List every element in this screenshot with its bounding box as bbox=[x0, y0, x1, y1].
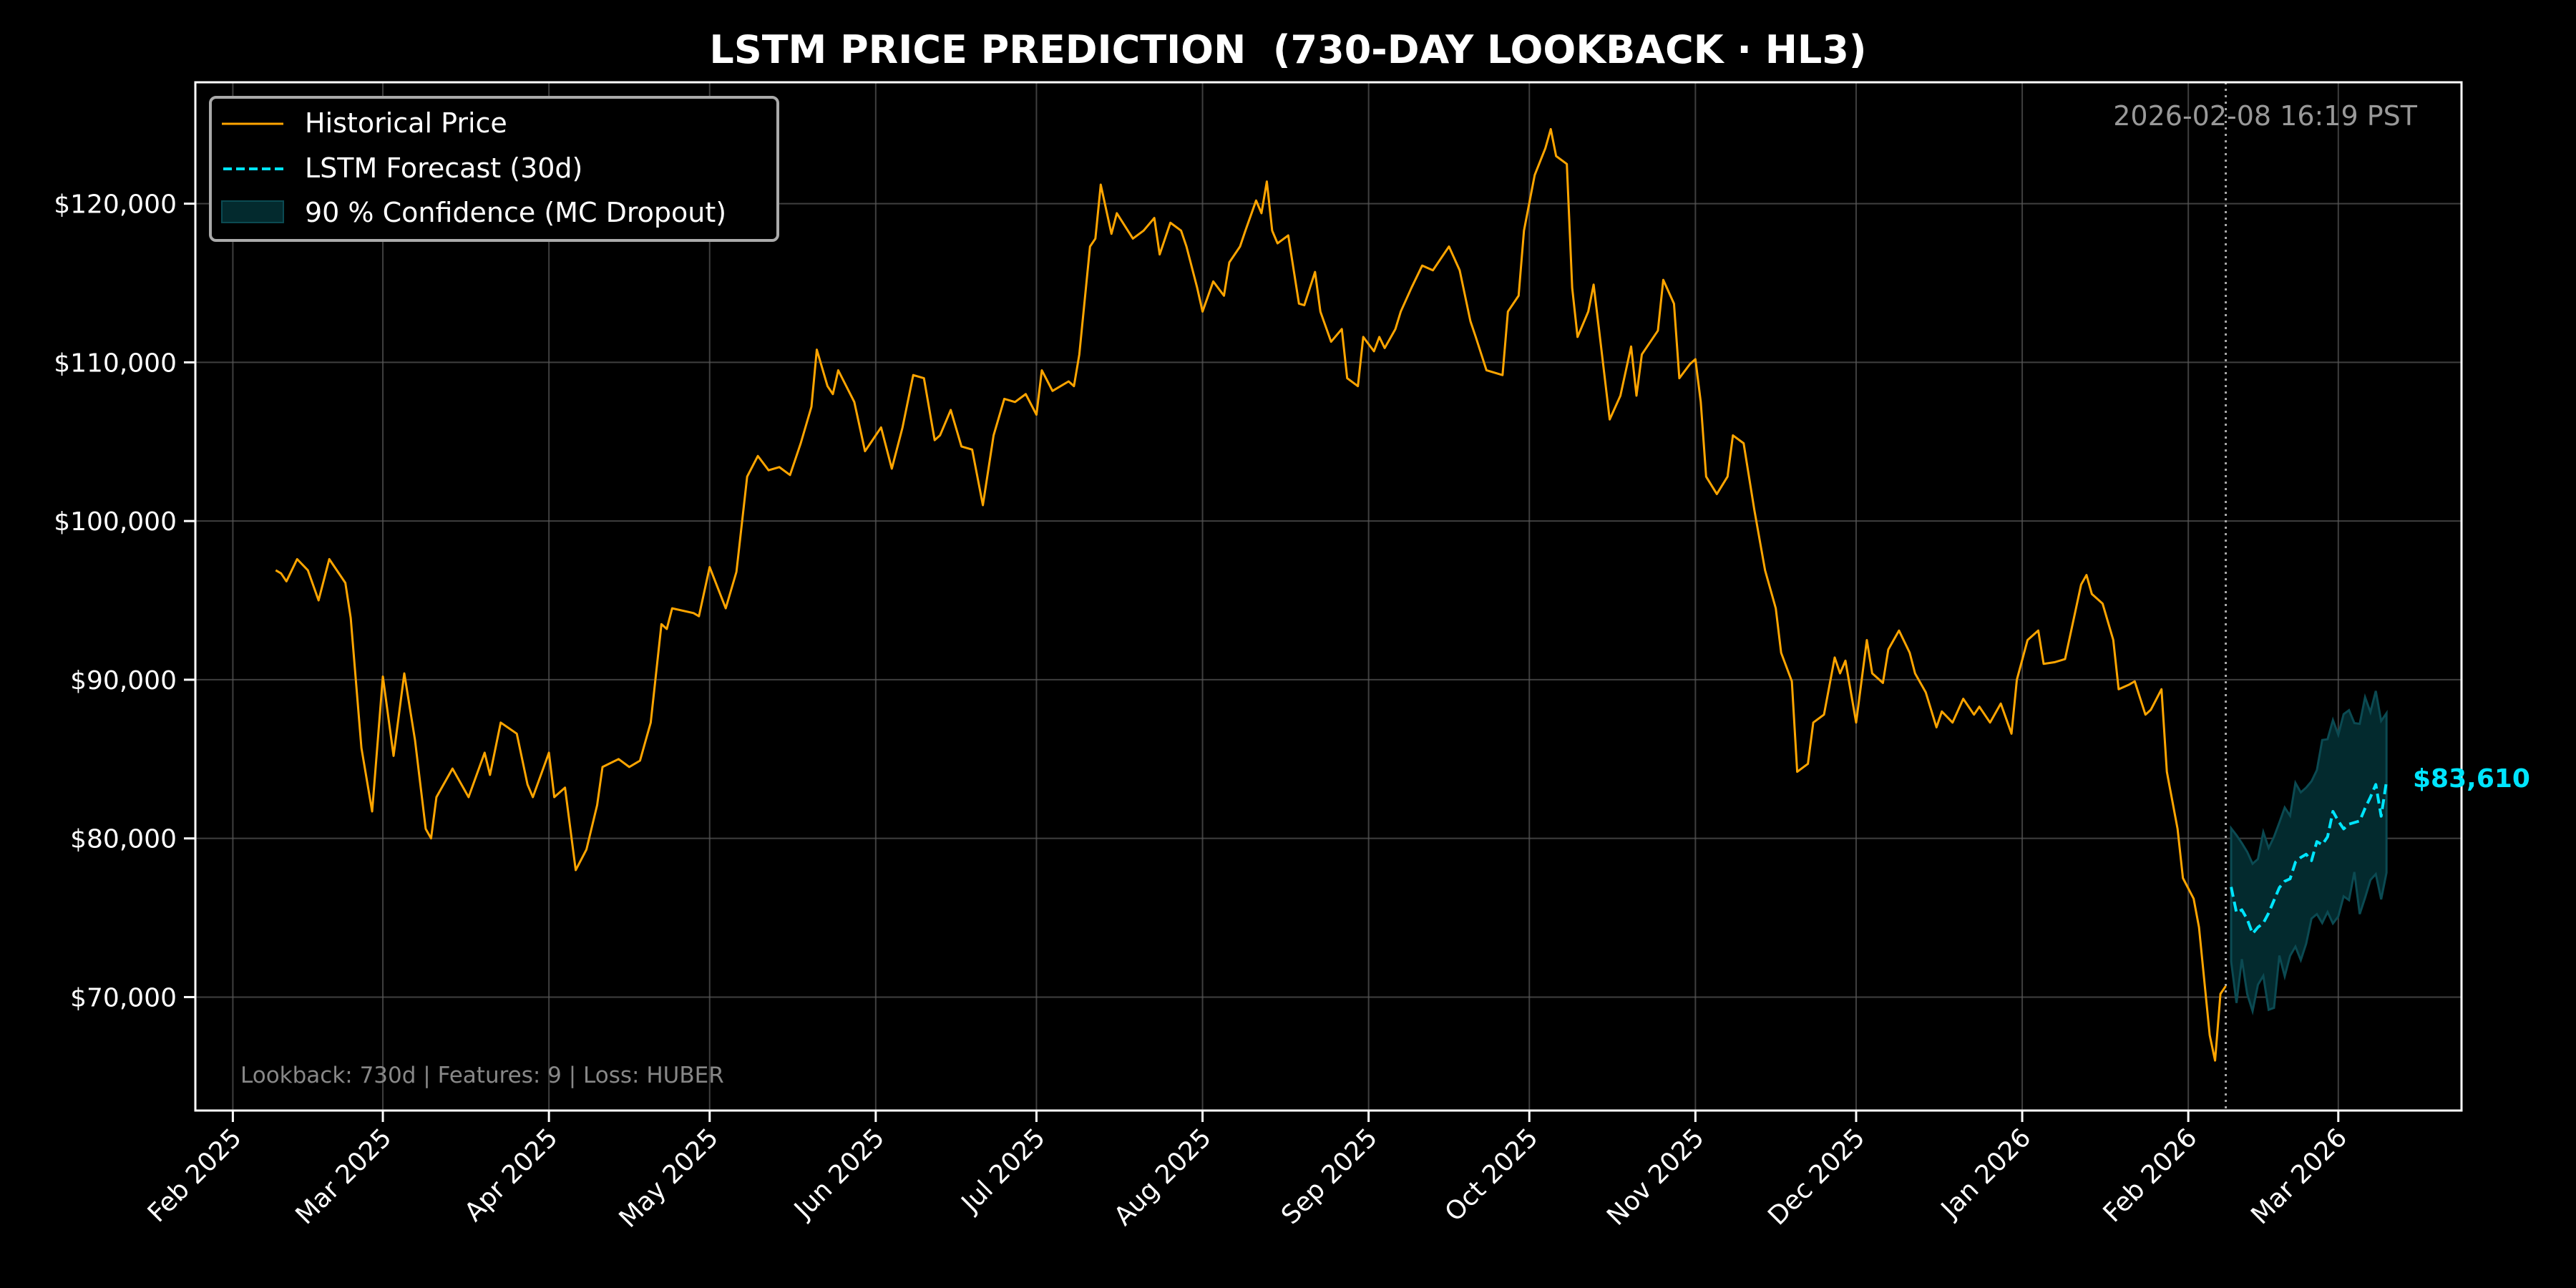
forecast-line bbox=[2230, 781, 2389, 935]
legend-box bbox=[209, 96, 779, 242]
confidence-band-area bbox=[2230, 691, 2388, 1015]
legend-label-confidence: 90 % Confidence (MC Dropout) bbox=[305, 197, 726, 228]
y-tick-label: $120,000 bbox=[54, 190, 177, 220]
x-tick-label: Dec 2025 bbox=[1762, 1123, 1870, 1231]
legend-swatch-confidence bbox=[221, 200, 284, 223]
x-tick-label: Nov 2025 bbox=[1601, 1123, 1710, 1231]
y-tick-label: $100,000 bbox=[54, 507, 177, 537]
x-tick-label: Jun 2025 bbox=[788, 1123, 890, 1225]
x-tick-label: Oct 2025 bbox=[1440, 1123, 1544, 1227]
legend-label-forecast: LSTM Forecast (30d) bbox=[305, 152, 582, 184]
x-tick-label: Feb 2025 bbox=[142, 1123, 248, 1228]
y-tick-label: $80,000 bbox=[70, 825, 177, 854]
chart-title: LSTM PRICE PREDICTION (730-DAY LOOKBACK … bbox=[709, 27, 1866, 72]
footnote: Lookback: 730d | Features: 9 | Loss: HUB… bbox=[240, 1063, 724, 1088]
x-tick-label: Jul 2025 bbox=[955, 1123, 1051, 1219]
x-tick-label: Mar 2025 bbox=[291, 1123, 398, 1230]
axes: Feb 2025 Mar 2025 Apr 2025 May 2025 Jun 2025… bbox=[54, 81, 2463, 1234]
x-tick-label: Jan 2026 bbox=[1935, 1123, 2037, 1225]
x-tick-label: Sep 2025 bbox=[1276, 1123, 1383, 1230]
x-tick-label: Aug 2025 bbox=[1108, 1123, 1217, 1231]
timestamp: 2026-02-08 16:19 PST bbox=[2113, 100, 2418, 132]
final-price-label: $83,610 bbox=[2413, 764, 2530, 794]
x-tick-label: Feb 2026 bbox=[2098, 1123, 2203, 1228]
legend: Historical Price LSTM Forecast (30d) 90 … bbox=[209, 96, 779, 242]
x-tick-label: Mar 2026 bbox=[2245, 1123, 2353, 1230]
y-tick-label: $70,000 bbox=[70, 983, 177, 1013]
historical-price-line bbox=[275, 127, 2227, 1062]
y-tick-label: $90,000 bbox=[70, 666, 177, 696]
confidence-band bbox=[2230, 691, 2388, 1015]
y-tick-label: $110,000 bbox=[54, 348, 177, 378]
legend-label-historical: Historical Price bbox=[305, 107, 507, 139]
x-tick-label: May 2025 bbox=[614, 1123, 725, 1234]
grid bbox=[195, 82, 2462, 1111]
x-tick-label: Apr 2025 bbox=[459, 1123, 564, 1227]
plot-frame bbox=[194, 81, 2463, 1112]
series-lines bbox=[275, 127, 2389, 1062]
